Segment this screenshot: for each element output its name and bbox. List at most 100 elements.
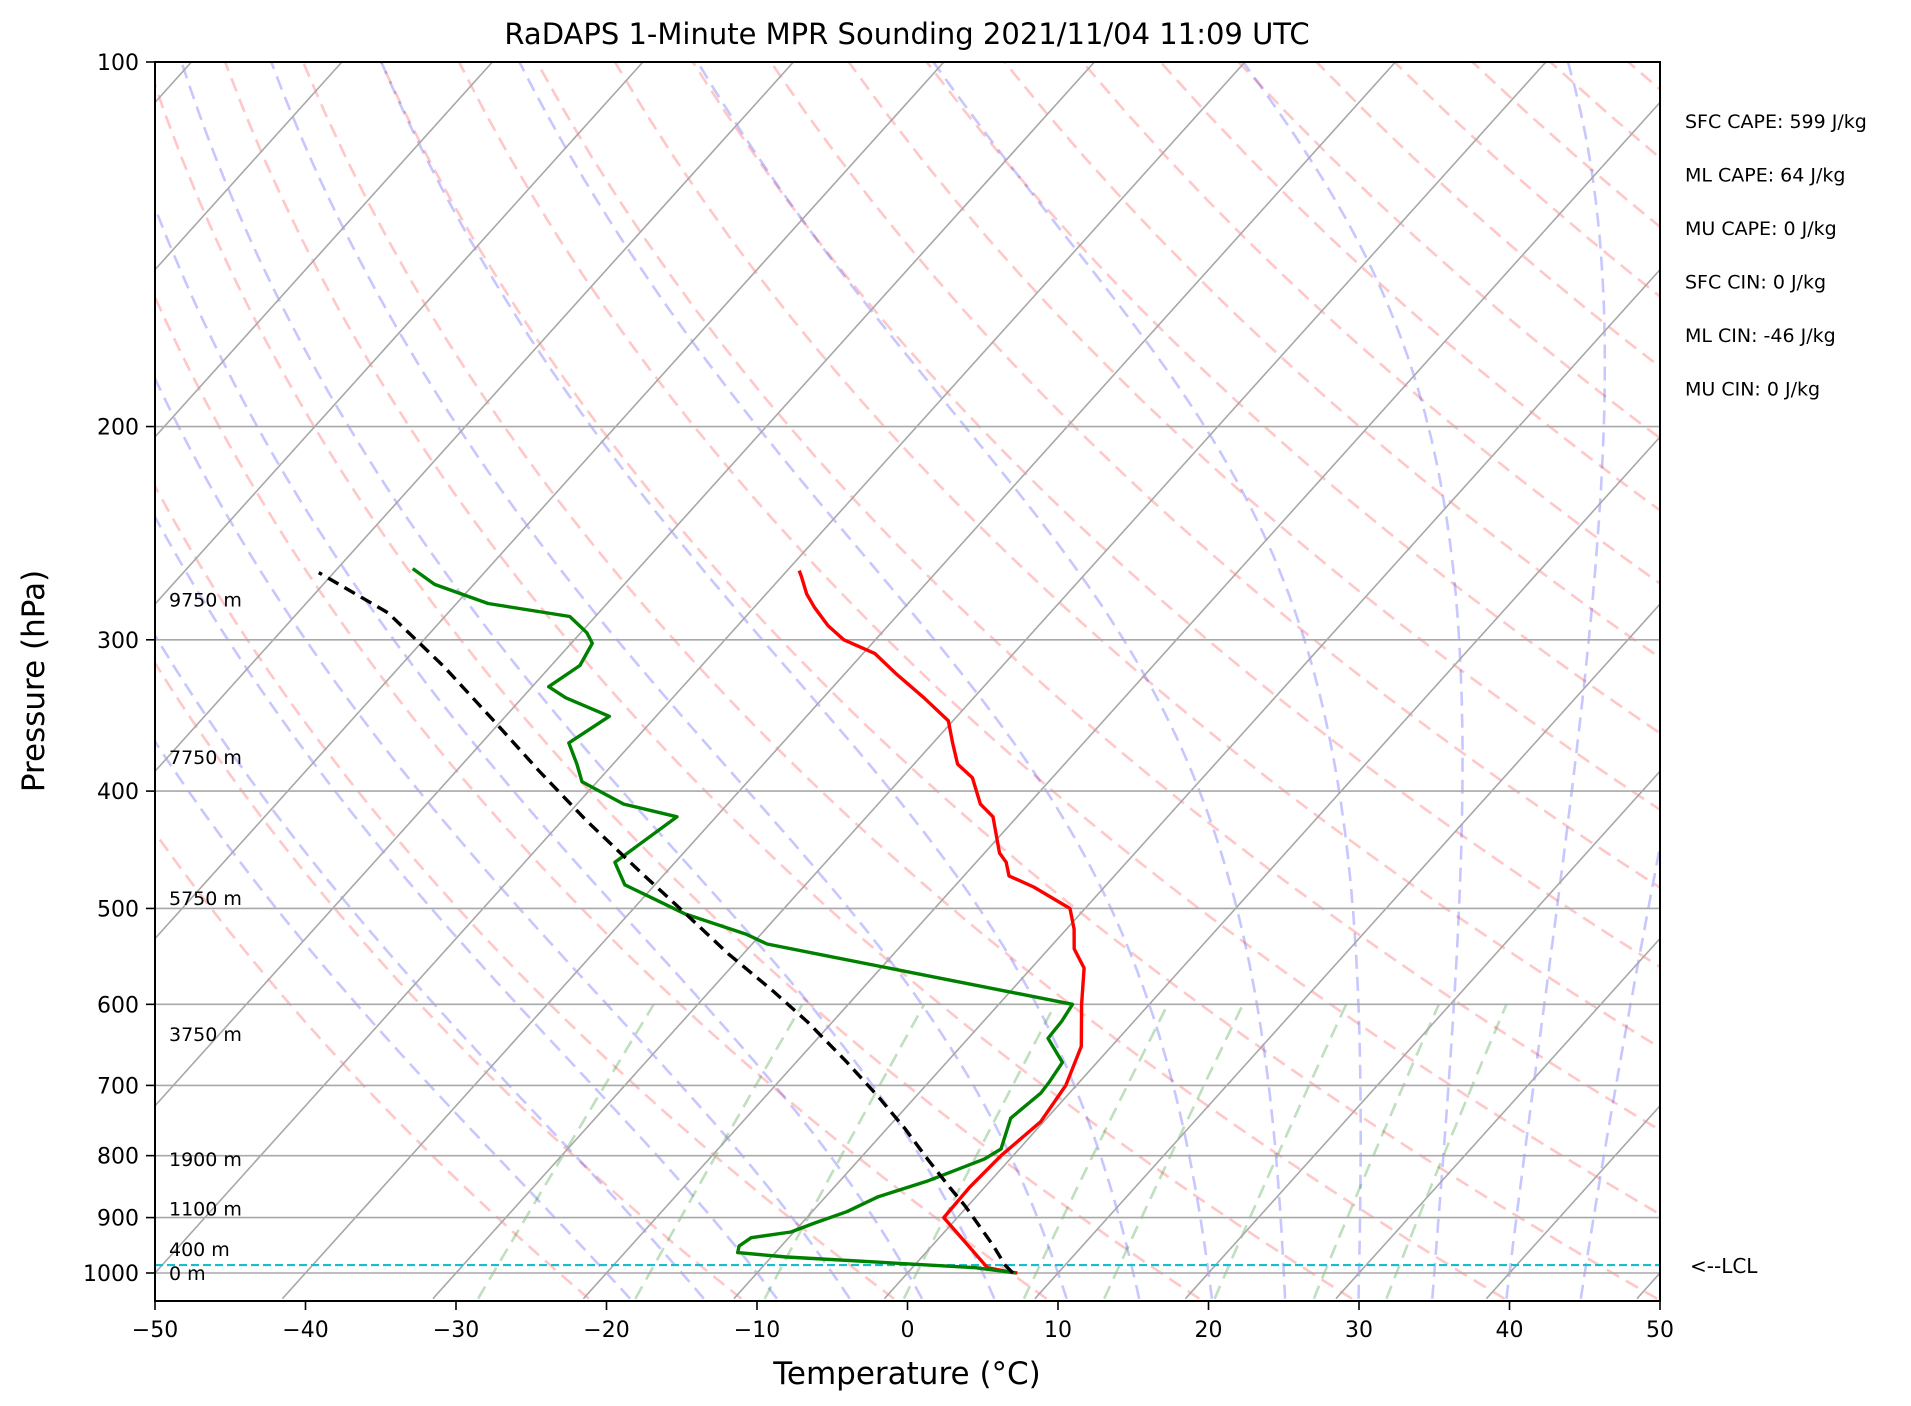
isotherm-line <box>155 62 343 271</box>
dry-adiabat-line <box>613 62 1660 1050</box>
dry-adiabat-line <box>223 62 1353 1300</box>
isotherm-line <box>155 62 644 606</box>
dry-adiabat-line <box>155 830 590 1300</box>
dry-adiabat-line <box>1081 62 1660 586</box>
isotherm-line <box>155 62 493 439</box>
background-reference-lines <box>155 62 1660 1300</box>
x-tick-label: −40 <box>282 1318 328 1343</box>
moist-adiabat-line <box>696 62 1287 1299</box>
dry-adiabat-line <box>535 62 1660 1132</box>
moist-adiabat-line <box>155 375 851 1300</box>
isotherm-line <box>1485 1104 1660 1300</box>
stability-index-text: MU CAPE: 0 J/kg <box>1685 218 1837 240</box>
mixing-ratio-line <box>634 1003 804 1300</box>
moist-adiabat-line <box>1505 62 1607 1299</box>
height-label: 1900 m <box>169 1149 242 1171</box>
dry-adiabat-line <box>1549 62 1660 160</box>
x-axis: −50 −40 −30 −20 −10 0 10 20 30 40 50 <box>132 1301 1674 1343</box>
isotherm-line <box>1335 937 1660 1300</box>
y-tick-label: 700 <box>97 1074 139 1099</box>
temperature-profile-line <box>797 570 1086 1275</box>
x-tick-label: 40 <box>1496 1318 1524 1343</box>
stability-index-text: ML CAPE: 64 J/kg <box>1685 165 1845 187</box>
moist-adiabat-line <box>270 62 1068 1300</box>
y-axis: 100 200 300 400 500 600 700 800 900 1000 <box>83 51 155 1287</box>
moist-adiabat-line <box>155 632 705 1300</box>
y-tick-label: 600 <box>97 993 139 1018</box>
stability-index-text: ML CIN: -46 J/kg <box>1685 325 1836 347</box>
height-label: 7750 m <box>169 747 242 769</box>
x-tick-label: 50 <box>1646 1318 1674 1343</box>
isotherm-line <box>1034 602 1660 1300</box>
dry-adiabat-line <box>155 483 895 1300</box>
sounding-profiles <box>317 567 1086 1275</box>
mixing-ratio-line <box>1022 1003 1169 1300</box>
isotherm-line <box>1636 1271 1660 1300</box>
x-tick-label: 20 <box>1195 1318 1223 1343</box>
dry-adiabat-line <box>1003 62 1660 660</box>
lcl-label: <--LCL <box>1690 1254 1758 1278</box>
isobar-grid <box>155 62 1660 1274</box>
x-tick-label: −30 <box>433 1318 479 1343</box>
chart-title: RaDAPS 1-Minute MPR Sounding 2021/11/04 … <box>504 17 1309 51</box>
mixing-ratio-line <box>902 1003 1057 1300</box>
y-tick-label: 1000 <box>83 1262 139 1287</box>
mixing-ratio-line <box>476 1003 655 1300</box>
height-label: 400 m <box>169 1239 230 1261</box>
dry-adiabat-line <box>457 62 1660 1216</box>
mixing-ratio-line <box>1103 1003 1245 1300</box>
moist-adiabat-line <box>155 739 632 1300</box>
y-tick-label: 200 <box>97 416 139 441</box>
moist-adiabat-line <box>155 204 924 1300</box>
dry-adiabat-line <box>1471 62 1660 229</box>
isotherm-grid <box>155 62 1660 1300</box>
height-label: 3750 m <box>169 1024 242 1046</box>
isotherm-line <box>582 101 1660 1300</box>
moist-adiabat-line <box>1242 62 1464 1299</box>
y-tick-label: 100 <box>97 51 139 76</box>
x-tick-label: 10 <box>1044 1318 1072 1343</box>
height-label: 0 m <box>169 1263 206 1285</box>
moist-adiabat-line <box>180 62 996 1300</box>
dry-adiabat-line <box>155 293 1048 1300</box>
isotherm-line <box>432 62 1547 1300</box>
height-label: 5750 m <box>169 888 242 910</box>
moist-adiabat-line <box>155 514 779 1300</box>
dry-adiabat-line <box>1315 62 1660 369</box>
x-tick-label: −20 <box>583 1318 629 1343</box>
isotherm-line <box>733 268 1660 1300</box>
dry-adiabat-line <box>925 62 1660 735</box>
mixing-ratio-line <box>1385 1003 1508 1300</box>
dewpoint-profile-line <box>411 567 1075 1275</box>
parcel-profile-line <box>317 571 1015 1275</box>
isotherm-line <box>155 62 945 940</box>
moist-adiabat-line <box>932 62 1362 1299</box>
y-axis-label: Pressure (hPa) <box>16 570 52 792</box>
isotherm-line <box>155 62 794 773</box>
x-tick-label: −10 <box>734 1318 780 1343</box>
isotherm-line <box>1184 770 1660 1300</box>
isotherm-line <box>155 62 1095 1107</box>
x-tick-label: −50 <box>132 1318 178 1343</box>
stability-index-text: SFC CAPE: 599 J/kg <box>1685 111 1867 133</box>
y-tick-label: 300 <box>97 629 139 654</box>
dry-adiabat-line <box>301 62 1506 1300</box>
height-label: 9750 m <box>169 590 242 612</box>
mixing-ratio-line <box>1312 1003 1441 1300</box>
isotherm-line <box>281 62 1396 1300</box>
moist-adiabat-line <box>1579 840 1660 1299</box>
mixing-ratio-line <box>763 1003 926 1300</box>
stability-index-text: SFC CIN: 0 J/kg <box>1685 272 1826 294</box>
isotherm-line <box>155 62 1246 1275</box>
x-tick-label: 0 <box>901 1318 915 1343</box>
height-label: 1100 m <box>169 1199 242 1221</box>
dry-adiabat-line <box>691 62 1660 969</box>
dry-adiabat-line <box>769 62 1660 890</box>
stability-index-text: MU CIN: 0 J/kg <box>1685 379 1820 401</box>
x-tick-label: 30 <box>1345 1318 1373 1343</box>
x-axis-label: Temperature (°C) <box>772 1356 1041 1392</box>
mixing-ratio-line <box>1213 1003 1348 1300</box>
y-tick-label: 900 <box>97 1207 139 1232</box>
